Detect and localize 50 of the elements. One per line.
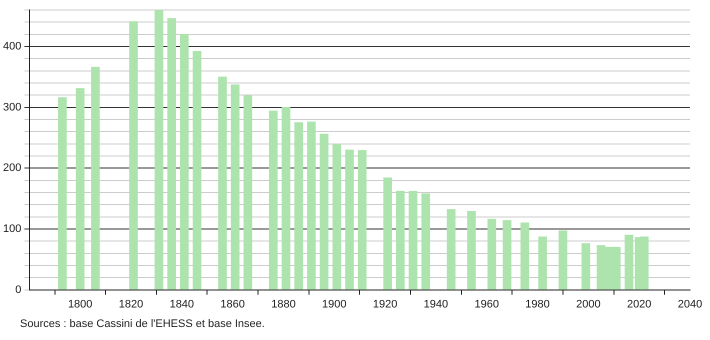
bar <box>345 150 354 290</box>
bar <box>408 190 418 290</box>
bar <box>294 122 304 290</box>
y-tick-label: 400 <box>2 40 22 53</box>
bar <box>58 97 67 290</box>
x-tick-label: 2040 <box>678 298 702 310</box>
source-note: Sources : base Cassini de l'EHESS et base Insee. <box>20 318 265 330</box>
x-tick-label: 1840 <box>170 298 194 310</box>
bar <box>558 230 568 290</box>
bar <box>154 10 164 290</box>
x-tick-label: 1820 <box>118 298 144 310</box>
x-tick-label: 1900 <box>322 298 347 310</box>
bar <box>320 134 328 290</box>
x-tick-label: 2020 <box>626 298 652 310</box>
bar <box>76 88 84 290</box>
bar <box>332 144 342 290</box>
bar <box>307 122 316 290</box>
x-tick-label: 1920 <box>372 298 398 310</box>
x-tick-label: 1940 <box>424 298 448 310</box>
y-tick-label: 200 <box>2 162 22 174</box>
bar <box>581 243 590 290</box>
bar <box>167 18 176 290</box>
bar <box>218 76 227 290</box>
x-tick-label: 1800 <box>68 298 92 310</box>
bar <box>538 236 547 290</box>
y-tick-label: 100 <box>2 223 22 236</box>
bar <box>383 178 392 290</box>
y-tick-label: 0 <box>15 284 22 296</box>
bar <box>446 209 456 290</box>
x-tick-label: 2000 <box>576 298 601 310</box>
bar <box>192 51 202 290</box>
bar <box>180 34 189 290</box>
bar <box>520 222 530 290</box>
x-tick-label: 1860 <box>220 298 245 310</box>
bar <box>396 190 405 290</box>
y-tick-label: 300 <box>2 101 22 114</box>
bar <box>244 95 252 290</box>
x-tick-label: 1880 <box>271 298 296 310</box>
bar <box>230 84 240 290</box>
bar <box>502 220 512 290</box>
bar <box>358 150 367 290</box>
bar <box>268 110 278 290</box>
bar <box>129 21 138 290</box>
bar <box>282 106 290 290</box>
x-tick-label: 1960 <box>474 298 499 310</box>
bar <box>467 211 476 290</box>
bar <box>91 66 100 290</box>
bar <box>487 218 496 290</box>
x-tick-label: 1980 <box>525 298 550 310</box>
bar <box>421 193 430 290</box>
